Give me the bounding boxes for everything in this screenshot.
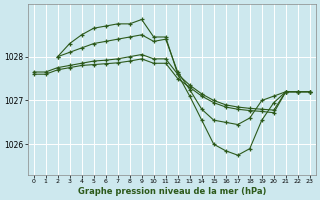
X-axis label: Graphe pression niveau de la mer (hPa): Graphe pression niveau de la mer (hPa) [77, 187, 266, 196]
